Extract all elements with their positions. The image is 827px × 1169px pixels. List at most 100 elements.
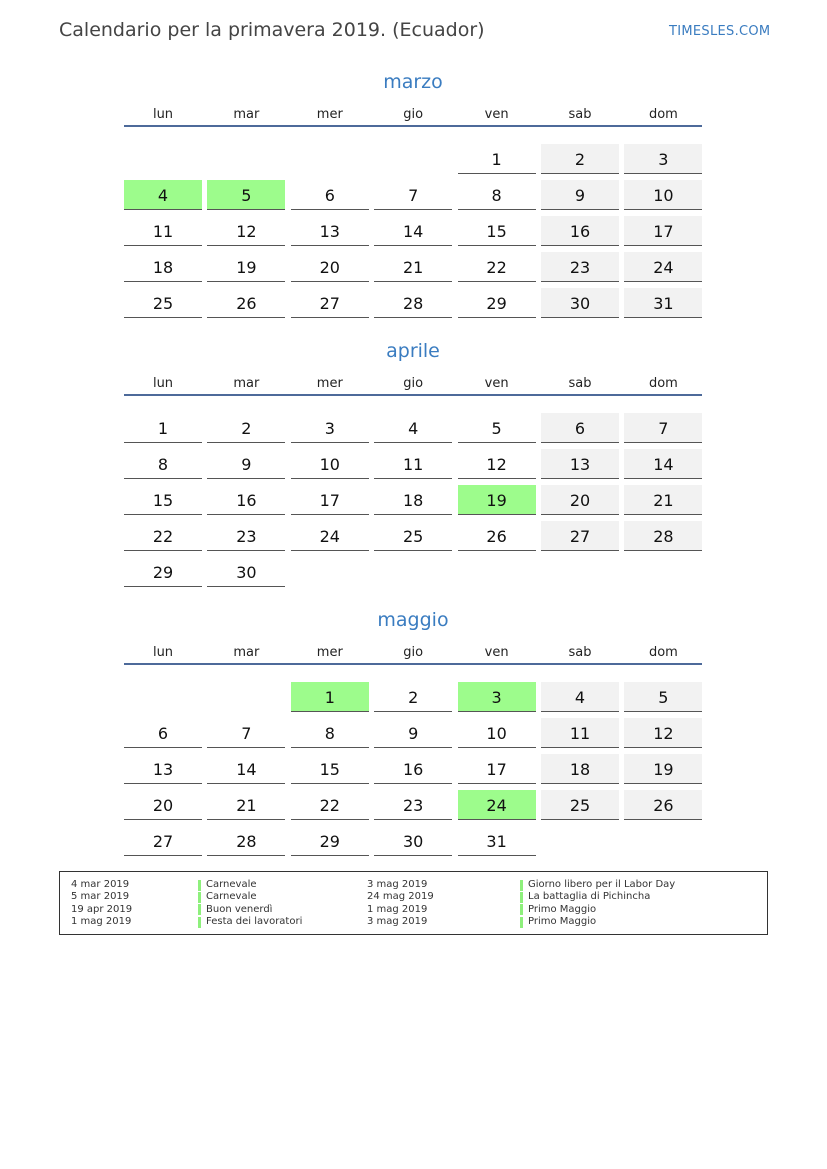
day-cell: 25: [124, 288, 202, 318]
day-cell: 7: [624, 413, 703, 443]
day-cell: 11: [124, 216, 202, 246]
day-cell: 15: [457, 216, 536, 246]
day-cell: 26: [207, 288, 286, 318]
holiday-day-cell: 19: [457, 485, 536, 515]
weekday-header: dom: [648, 376, 678, 391]
day-cell: 24: [624, 252, 703, 282]
day-cell: 23: [541, 252, 619, 282]
weekday-header: lun: [152, 376, 174, 391]
day-cell: 9: [207, 449, 286, 479]
legend-color-marker: [198, 891, 201, 903]
day-cell: 12: [207, 216, 286, 246]
day-cell: 8: [290, 718, 369, 748]
legend-holiday-name: Primo Maggio: [528, 903, 597, 915]
day-cell: 5: [624, 682, 703, 712]
day-cell: 16: [207, 485, 286, 515]
day-cell: 3: [290, 413, 369, 443]
weekday-header: mar: [233, 107, 260, 122]
day-cell: 29: [290, 826, 369, 856]
day-cell: 14: [374, 216, 453, 246]
weekday-header: sab: [568, 376, 592, 391]
day-cell: 30: [541, 288, 619, 318]
legend-color-marker: [520, 904, 523, 916]
day-cell: 15: [124, 485, 202, 515]
legend-color-marker: [520, 879, 523, 891]
holiday-day-cell: 3: [457, 682, 536, 712]
legend-date: 19 apr 2019: [71, 903, 133, 915]
weekday-header: lun: [152, 645, 174, 660]
day-cell: 24: [290, 521, 369, 551]
day-cell: 6: [541, 413, 619, 443]
legend-color-marker: [198, 904, 201, 916]
day-cell: 14: [207, 754, 286, 784]
day-cell: 27: [541, 521, 619, 551]
day-cell: 31: [457, 826, 536, 856]
page-title: Calendario per la primavera 2019. (Ecuad…: [59, 19, 485, 41]
day-cell: 12: [624, 718, 703, 748]
weekday-header: dom: [648, 107, 678, 122]
weekday-header: ven: [484, 107, 509, 122]
legend-date: 3 mag 2019: [367, 916, 428, 928]
weekday-header: gio: [403, 107, 424, 122]
day-cell: 16: [374, 754, 453, 784]
day-cell: 2: [374, 682, 453, 712]
day-cell: 27: [124, 826, 202, 856]
legend-holiday-name: Giorno libero per il Labor Day: [528, 879, 676, 890]
weekday-header: mer: [316, 645, 343, 660]
day-cell: 15: [290, 754, 369, 784]
weekday-header: mar: [233, 645, 260, 660]
day-cell: 29: [457, 288, 536, 318]
legend-holiday-name: Festa dei lavoratori: [206, 916, 303, 928]
day-cell: 11: [374, 449, 453, 479]
day-cell: 30: [207, 557, 286, 587]
holiday-day-cell: 5: [207, 180, 286, 210]
day-cell: 28: [624, 521, 703, 551]
day-cell: 20: [124, 790, 202, 820]
day-cell: 1: [124, 413, 202, 443]
weekday-header: mer: [316, 376, 343, 391]
legend-color-marker: [520, 891, 523, 903]
legend-color-marker: [198, 879, 201, 891]
day-cell: 9: [541, 180, 619, 210]
legend-date: 24 mag 2019: [367, 891, 434, 903]
day-cell: 21: [624, 485, 703, 515]
legend-date: 4 mar 2019: [71, 879, 130, 890]
header-divider: [124, 394, 702, 396]
day-cell: 12: [457, 449, 536, 479]
day-cell: 25: [374, 521, 453, 551]
day-cell: 9: [374, 718, 453, 748]
day-cell: 2: [207, 413, 286, 443]
brand-link[interactable]: TIMESLES.COM: [669, 24, 771, 39]
weekday-header: lun: [152, 107, 174, 122]
legend-date: 1 mag 2019: [71, 916, 132, 928]
day-cell: 13: [541, 449, 619, 479]
day-cell: 10: [624, 180, 703, 210]
day-cell: 17: [457, 754, 536, 784]
weekday-header: sab: [568, 107, 592, 122]
day-cell: 13: [124, 754, 202, 784]
holiday-day-cell: 4: [124, 180, 202, 210]
day-cell: 21: [374, 252, 453, 282]
legend-holiday-name: Carnevale: [206, 879, 257, 890]
day-cell: 10: [457, 718, 536, 748]
day-cell: 20: [290, 252, 369, 282]
day-cell: 23: [207, 521, 286, 551]
month-title: aprile: [386, 340, 440, 362]
day-cell: 10: [290, 449, 369, 479]
day-cell: 18: [124, 252, 202, 282]
holiday-legend: 4 mar 2019 Carnevale 5 mar 2019 Carnevale 19…: [59, 871, 768, 935]
legend-date: 3 mag 2019: [367, 879, 428, 890]
legend-holiday-name: Buon venerdì: [206, 903, 273, 915]
legend-date: 1 mag 2019: [367, 903, 428, 915]
day-cell: 11: [541, 718, 619, 748]
legend-holiday-name: Carnevale: [206, 891, 257, 903]
day-cell: 4: [541, 682, 619, 712]
day-cell: 22: [290, 790, 369, 820]
legend-date: 5 mar 2019: [71, 891, 130, 903]
header-divider: [124, 663, 702, 665]
weekday-header: dom: [648, 645, 678, 660]
holiday-day-cell: 1: [290, 682, 369, 712]
day-cell: 18: [374, 485, 453, 515]
day-cell: 25: [541, 790, 619, 820]
